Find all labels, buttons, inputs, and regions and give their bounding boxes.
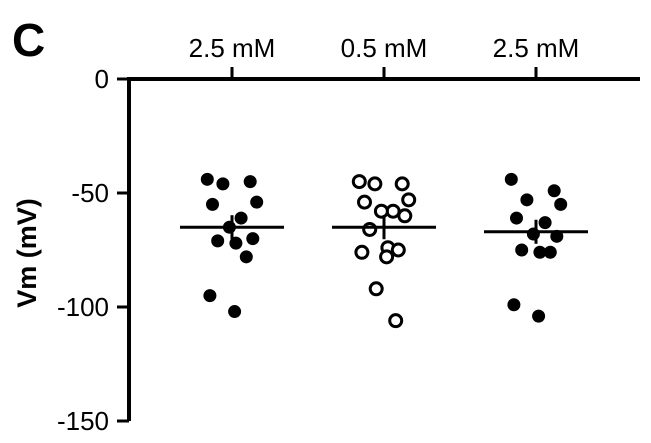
- data-point: [526, 227, 540, 241]
- data-point: [206, 197, 219, 211]
- panel-letter: C: [12, 14, 45, 66]
- data-point: [368, 281, 384, 297]
- data-point: [554, 197, 568, 211]
- data-point: [229, 236, 243, 250]
- y-tick-label: -50: [71, 178, 109, 208]
- data-point: [239, 250, 253, 264]
- data-point: [401, 192, 417, 208]
- x-category-label: 2.5 mM: [189, 33, 276, 63]
- y-ticks: 0 -50 -100 -150: [57, 64, 129, 436]
- data-point: [228, 305, 242, 319]
- y-axis-title: Vm (mV): [12, 198, 42, 308]
- data-points: [200, 172, 568, 329]
- data-point: [234, 211, 248, 225]
- data-point: [367, 176, 383, 192]
- data-point: [216, 177, 230, 191]
- data-point: [357, 194, 372, 210]
- x-category-label: 0.5 mM: [341, 33, 428, 63]
- data-point: [250, 195, 264, 209]
- data-point: [203, 289, 217, 303]
- data-point: [538, 216, 552, 230]
- data-point: [532, 309, 546, 323]
- mean-markers: [180, 215, 588, 244]
- data-point: [373, 203, 389, 219]
- x-category-label: 2.5 mM: [493, 33, 580, 63]
- data-point: [362, 221, 378, 237]
- data-point: [351, 174, 367, 190]
- y-tick-label: -150: [57, 406, 109, 436]
- data-point: [397, 208, 413, 224]
- data-point: [200, 172, 214, 186]
- data-point: [379, 249, 395, 265]
- data-point: [390, 242, 406, 258]
- data-point: [520, 193, 534, 207]
- data-point: [388, 313, 404, 329]
- data-point: [515, 243, 529, 257]
- data-point: [243, 175, 257, 189]
- data-point: [246, 232, 260, 246]
- data-point: [507, 298, 521, 312]
- y-tick-label: -100: [57, 292, 109, 322]
- data-point: [211, 234, 225, 248]
- data-point: [547, 184, 561, 198]
- y-tick-label: 0: [95, 64, 109, 94]
- data-point: [354, 244, 370, 260]
- data-point: [394, 176, 410, 192]
- x-category-ticks: 2.5 mM 0.5 mM 2.5 mM: [189, 33, 580, 79]
- data-point: [510, 211, 523, 225]
- data-point: [543, 245, 557, 259]
- data-point: [504, 172, 518, 186]
